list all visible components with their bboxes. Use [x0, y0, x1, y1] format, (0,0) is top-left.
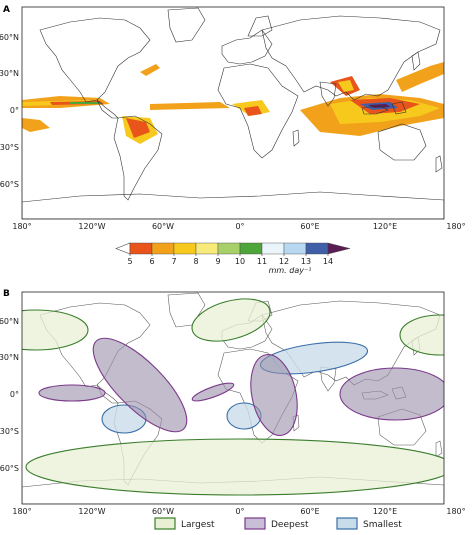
panel-a-lat-tick: 60°S — [0, 180, 19, 189]
legend-swatch-largest — [154, 517, 176, 530]
panel-a-map — [21, 6, 445, 220]
colorbar-swatch — [151, 242, 175, 255]
panel-b-map — [21, 291, 445, 505]
panel-a-label: A — [3, 5, 10, 15]
panel-b-lat-tick: 0° — [10, 390, 19, 399]
colorbar-tick-label: 7 — [171, 257, 176, 266]
panel-a-lon-tick: 120°W — [78, 222, 105, 231]
panel-b-lon-tick: 180° — [446, 507, 465, 516]
colorbar-tick-label: 6 — [149, 257, 154, 266]
panel-a-lon-tick: 120°E — [373, 222, 397, 231]
panel-b-lon-axis: 180° 120°W 60°W 0° 60°E 120°E 180° — [12, 507, 465, 516]
panel-b-legend: Largest Deepest Smallest — [154, 517, 402, 530]
colorbar-extend-low — [115, 242, 131, 255]
colorbar-swatch — [305, 242, 329, 255]
deepest-region-ellipse — [92, 337, 188, 433]
colorbar-swatch — [283, 242, 307, 255]
largest-region-ellipse — [22, 309, 89, 351]
panel-a-rainfall-field — [22, 62, 444, 144]
panel-b-lon-tick: 0° — [235, 507, 244, 516]
legend-label-deepest: Deepest — [271, 520, 309, 530]
colorbar-swatch — [173, 242, 197, 255]
panel-b-lon-tick: 120°E — [373, 507, 397, 516]
panel-b-lat-tick: 60°N — [0, 317, 19, 326]
colorbar-swatch — [195, 242, 219, 255]
colorbar-tick-label: 13 — [301, 257, 311, 266]
panel-b-lon-tick: 60°W — [152, 507, 174, 516]
colorbar-swatch — [129, 242, 153, 255]
panel-a-lat-tick: 30°N — [0, 69, 19, 78]
colorbar-tick-label: 9 — [215, 257, 220, 266]
colorbar-swatch — [261, 242, 285, 255]
colorbar-tick-label: 12 — [279, 257, 289, 266]
panel-b-lon-tick: 120°W — [78, 507, 105, 516]
deepest-region-ellipse — [191, 382, 235, 402]
panel-b-lat-tick: 30°S — [0, 427, 19, 436]
largest-region-ellipse — [25, 438, 444, 496]
legend-label-largest: Largest — [181, 520, 215, 530]
panel-a-lon-axis: 180° 120°W 60°W 0° 60°E 120°E 180° — [12, 222, 465, 231]
deepest-region-ellipse — [250, 354, 298, 436]
panel-b-label: B — [3, 289, 10, 299]
colorbar-unit: mm. day⁻¹ — [269, 266, 312, 275]
legend-label-smallest: Smallest — [363, 520, 402, 530]
panel-a-lat-axis: 60°N 30°N 0° 30°S 60°S — [0, 33, 19, 189]
legend-swatch-smallest — [336, 517, 358, 530]
panel-a-lat-tick: 0° — [10, 106, 19, 115]
panel-b-regions — [22, 298, 444, 496]
largest-region-ellipse — [399, 314, 444, 356]
colorbar-swatch — [327, 242, 351, 255]
panel-b-lon-tick: 60°E — [300, 507, 319, 516]
panel-b-lon-tick: 180° — [12, 507, 31, 516]
panel-a-lon-tick: 180° — [446, 222, 465, 231]
deepest-region-ellipse — [38, 384, 106, 402]
panel-b-lat-axis: 60°N 30°N 0° 30°S 60°S — [0, 317, 19, 473]
colorbar-tick-label: 5 — [127, 257, 132, 266]
panel-a-lon-tick: 0° — [235, 222, 244, 231]
panel-a-lat-tick: 30°S — [0, 143, 19, 152]
panel-a-lat-tick: 60°N — [0, 33, 19, 42]
colorbar-tick-label: 8 — [193, 257, 198, 266]
colorbar: 5 6 7 8 9 10 11 12 13 14 mm. day⁻¹ — [115, 242, 351, 275]
colorbar-tick-label: 14 — [323, 257, 333, 266]
colorbar-tick-label: 11 — [257, 257, 267, 266]
colorbar-swatch — [217, 242, 241, 255]
colorbar-tick-label: 10 — [235, 257, 245, 266]
deepest-region-ellipse — [339, 367, 444, 421]
panel-a-lon-tick: 60°W — [152, 222, 174, 231]
panel-a-lon-tick: 180° — [12, 222, 31, 231]
colorbar-swatch — [239, 242, 263, 255]
panel-a-lon-tick: 60°E — [300, 222, 319, 231]
largest-region-ellipse — [191, 298, 271, 342]
legend-swatch-deepest — [244, 517, 266, 530]
panel-b-lat-tick: 30°N — [0, 353, 19, 362]
panel-b-lat-tick: 60°S — [0, 464, 19, 473]
